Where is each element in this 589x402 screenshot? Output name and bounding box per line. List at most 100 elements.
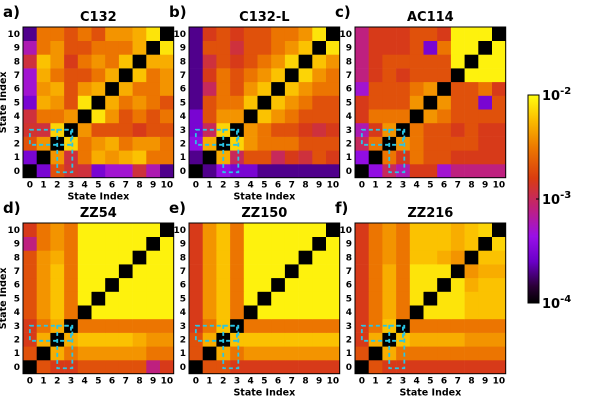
x-tick-label: 3 <box>68 377 74 387</box>
heatmap-cell <box>91 95 106 110</box>
y-tick-label: 0 <box>14 167 20 177</box>
heatmap-cell <box>382 40 397 55</box>
y-tick-label: 9 <box>180 44 186 54</box>
heatmap-cell <box>355 277 369 292</box>
heatmap-cell <box>478 223 493 237</box>
heatmap-cell <box>36 360 51 374</box>
heatmap-cell <box>202 236 217 251</box>
x-tick-label: 10 <box>161 377 174 387</box>
heatmap-cell <box>423 305 438 320</box>
heatmap-cell <box>492 164 506 178</box>
heatmap-cell <box>409 250 424 265</box>
heatmap-cell <box>492 346 506 361</box>
heatmap-cell <box>450 136 465 151</box>
heatmap-cell <box>450 81 465 96</box>
heatmap-cell <box>396 164 411 178</box>
heatmap-cell <box>216 95 231 110</box>
heatmap-cell <box>77 109 92 124</box>
heatmap-cell <box>91 236 106 251</box>
heatmap-cell <box>105 109 120 124</box>
heatmap-cell <box>298 68 313 83</box>
heatmap-cell <box>409 81 424 96</box>
heatmap-cell <box>355 95 369 110</box>
heatmap-cell <box>105 164 120 178</box>
x-tick-label: 9 <box>316 377 322 387</box>
heatmap-cell <box>36 332 51 347</box>
heatmap-cell <box>118 305 133 320</box>
panel-letter: e) <box>169 199 186 217</box>
heatmap-cell <box>77 81 92 96</box>
heatmap-cell <box>118 68 133 83</box>
heatmap-cell <box>230 150 245 165</box>
panel-frame <box>22 26 175 179</box>
y-tick-label: 7 <box>14 71 20 81</box>
x-tick-label: 0 <box>193 377 199 387</box>
y-axis-label: State Index <box>0 267 9 329</box>
heatmap-cell <box>77 236 92 251</box>
x-tick-label: 4 <box>82 377 88 387</box>
heatmap-cell <box>271 27 286 41</box>
heatmap-cell <box>492 264 506 279</box>
heatmap-cell <box>437 332 452 347</box>
y-tick-label: 3 <box>14 126 20 136</box>
highlight-box-col <box>388 128 406 174</box>
heatmap-cell <box>64 250 79 265</box>
heatmap-cell <box>36 109 51 124</box>
y-tick-label: 8 <box>346 57 352 67</box>
heatmap-cell <box>118 164 133 178</box>
heatmap-cell <box>464 346 479 361</box>
x-tick-label: 7 <box>123 181 129 191</box>
x-tick-label: 7 <box>289 181 295 191</box>
heatmap-cell <box>368 346 383 361</box>
heatmap-cell <box>243 291 258 306</box>
heatmap-cell <box>77 164 92 178</box>
x-tick-label: 6 <box>109 377 115 387</box>
heatmap-cell <box>64 305 79 320</box>
heatmap-cell <box>382 250 397 265</box>
heatmap-cell <box>36 346 51 361</box>
y-tick-label: 7 <box>180 71 186 81</box>
y-tick-label: 1 <box>346 153 352 163</box>
heatmap-cell <box>326 68 340 83</box>
heatmap-cell <box>257 150 272 165</box>
heatmap-cell <box>91 27 106 41</box>
heatmap-cell <box>423 54 438 69</box>
heatmap-cell <box>77 122 92 137</box>
x-tick-label: 0 <box>359 181 365 191</box>
heatmap-cell <box>298 95 313 110</box>
x-tick-label: 8 <box>468 377 474 387</box>
heatmap-cell <box>132 40 147 55</box>
y-tick-label: 10 <box>339 30 352 40</box>
y-tick-label: 2 <box>180 139 186 149</box>
x-tick-label: 6 <box>441 377 447 387</box>
heatmap-cell <box>478 122 493 137</box>
heatmap-cell <box>257 27 272 41</box>
x-tick-label: 3 <box>234 181 240 191</box>
heatmap-cell <box>492 81 506 96</box>
panel-title: ZZ216 <box>407 206 453 221</box>
y-tick-label: 6 <box>180 85 186 95</box>
y-tick-label: 0 <box>346 363 352 373</box>
heatmap-cell <box>50 264 65 279</box>
heatmap-cell <box>284 346 299 361</box>
x-tick-label: 7 <box>289 377 295 387</box>
heatmap-cell <box>216 40 231 55</box>
heatmap-cell <box>77 360 92 374</box>
x-tick-label: 1 <box>206 181 212 191</box>
heatmap-cell <box>368 277 383 292</box>
heatmap-cell <box>368 264 383 279</box>
x-tick-label: 1 <box>372 181 378 191</box>
heatmap-cell <box>257 223 272 237</box>
heatmap-cell <box>23 291 37 306</box>
heatmap-cell <box>36 264 51 279</box>
heatmap-cell <box>64 332 79 347</box>
heatmap-cell <box>298 346 313 361</box>
heatmap-cell <box>50 291 65 306</box>
heatmap-cell <box>36 40 51 55</box>
heatmap-cell <box>160 277 174 292</box>
heatmap-cell <box>189 236 203 251</box>
heatmap-cell <box>77 68 92 83</box>
